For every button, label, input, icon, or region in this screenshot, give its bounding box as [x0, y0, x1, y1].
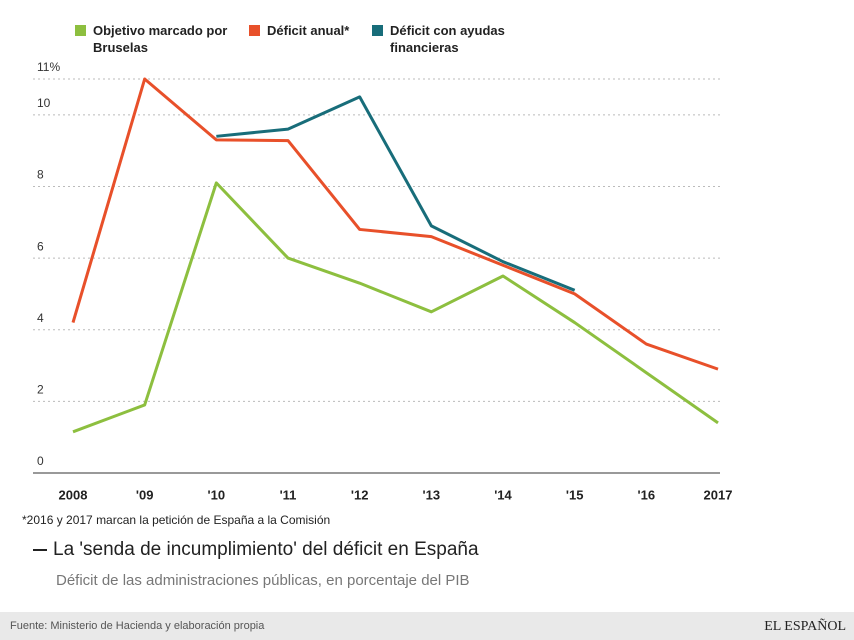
y-tick-label: 11%: [37, 60, 60, 74]
footer-bar: [0, 612, 854, 640]
footnote: *2016 y 2017 marcan la petición de Españ…: [22, 513, 330, 527]
series-line: [72, 181, 719, 434]
x-tick-label: '12: [351, 487, 369, 502]
y-tick-label: 6: [37, 239, 44, 253]
x-tick-label: '10: [208, 487, 226, 502]
source: Fuente: Ministerio de Hacienda y elabora…: [10, 620, 265, 632]
x-tick-label: '14: [494, 487, 512, 502]
x-tick-label: '11: [280, 487, 297, 502]
y-tick-label: 8: [37, 168, 44, 182]
x-tick-label: '13: [423, 487, 441, 502]
series-line: [71, 77, 719, 371]
x-tick-label: '15: [566, 487, 584, 502]
legend-item: Objetivo marcado por Bruselas: [75, 22, 235, 56]
legend-label: Déficit anual*: [267, 23, 350, 38]
chart-title: La 'senda de incumplimiento' del déficit…: [53, 539, 479, 560]
y-tick-label: 4: [37, 311, 44, 325]
legend-item: Déficit anual*: [249, 22, 359, 39]
legend-swatch: [372, 25, 383, 36]
y-tick-label: 10: [37, 96, 51, 110]
brand: EL ESPAÑOL: [764, 618, 846, 634]
x-tick-label: '09: [136, 487, 154, 502]
x-tick-label: 2008: [59, 487, 88, 502]
series-line: [216, 95, 576, 292]
legend-swatch: [249, 25, 260, 36]
legend-swatch: [75, 25, 86, 36]
x-tick-label: 2017: [704, 487, 733, 502]
x-tick-label: '16: [638, 487, 656, 502]
subtitle: Déficit de las administraciones públicas…: [56, 572, 470, 589]
legend-label: Déficit con ayudas financieras: [390, 23, 505, 55]
legend-label: Objetivo marcado por Bruselas: [93, 23, 228, 55]
y-tick-label: 0: [37, 454, 44, 468]
y-tick-label: 2: [37, 383, 44, 397]
legend-item: Déficit con ayudas financieras: [372, 22, 512, 56]
